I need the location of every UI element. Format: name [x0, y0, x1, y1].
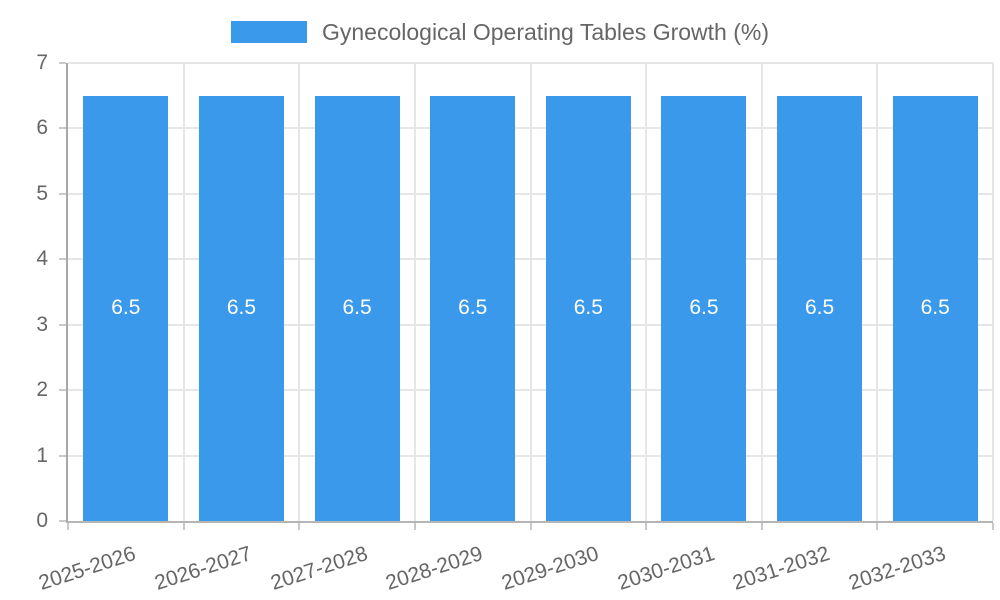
y-axis-tick: [59, 454, 66, 457]
bar[interactable]: 6.5: [777, 95, 863, 521]
bar[interactable]: 6.5: [198, 95, 284, 521]
bar-value-label: 6.5: [689, 296, 719, 320]
bar-value-label: 6.5: [111, 296, 141, 320]
y-tick-label: 2: [36, 378, 48, 402]
x-axis-tick: [413, 523, 416, 530]
y-tick-label: 0: [36, 509, 48, 532]
y-axis-tick: [59, 258, 66, 261]
y-axis-tick: [59, 62, 66, 64]
legend-swatch-icon: [230, 21, 307, 43]
x-axis-tick: [760, 523, 763, 530]
bar-value-label: 6.5: [226, 296, 257, 320]
bar[interactable]: 6.5: [892, 95, 978, 521]
bar[interactable]: 6.5: [661, 95, 747, 521]
bar-value-label: 6.5: [342, 296, 372, 320]
legend-label: Gynecological Operating Tables Growth (%…: [321, 18, 769, 45]
grid-line-vertical: [529, 63, 532, 521]
x-axis-tick: [67, 523, 69, 530]
bar-value-label: 6.5: [920, 296, 950, 320]
legend: Gynecological Operating Tables Growth (%…: [0, 16, 1000, 48]
y-tick-label: 1: [36, 443, 48, 467]
bar[interactable]: 6.5: [430, 95, 516, 521]
x-axis-tick: [298, 523, 301, 530]
y-axis-tick: [59, 520, 66, 522]
y-axis-tick: [59, 127, 66, 130]
bar-value-label: 6.5: [458, 296, 488, 320]
y-tick-label: 3: [36, 312, 48, 336]
x-axis-tick: [876, 523, 879, 530]
y-tick-label: 6: [36, 116, 48, 140]
bar[interactable]: 6.5: [314, 95, 400, 521]
y-axis-tick: [59, 389, 66, 392]
x-axis-tick: [992, 523, 994, 530]
grid-line-vertical: [760, 63, 763, 521]
grid-line-vertical: [182, 63, 185, 521]
x-axis-tick: [645, 523, 648, 530]
grid-line-vertical: [298, 63, 301, 521]
y-axis-tick: [59, 323, 66, 326]
bar[interactable]: 6.5: [83, 95, 169, 521]
bar-value-label: 6.5: [573, 296, 603, 320]
grid-line-vertical: [876, 63, 879, 521]
grid-line-vertical: [992, 63, 994, 521]
y-tick-label: 5: [36, 181, 48, 205]
grid-line-vertical: [413, 63, 416, 521]
bar-value-label: 6.5: [804, 296, 835, 320]
x-axis-tick: [182, 523, 185, 530]
legend-item[interactable]: Gynecological Operating Tables Growth (%…: [230, 18, 769, 46]
grid-line-vertical: [645, 63, 648, 521]
plot-area: 6.5 6.5 6.5 6.5 6.5 6.5 6.5 6.5: [59, 62, 994, 530]
y-axis-tick: [59, 192, 66, 195]
x-axis-tick: [529, 523, 532, 530]
y-tick-label: 7: [36, 51, 48, 74]
y-tick-label: 4: [36, 247, 48, 271]
bar[interactable]: 6.5: [545, 95, 631, 521]
